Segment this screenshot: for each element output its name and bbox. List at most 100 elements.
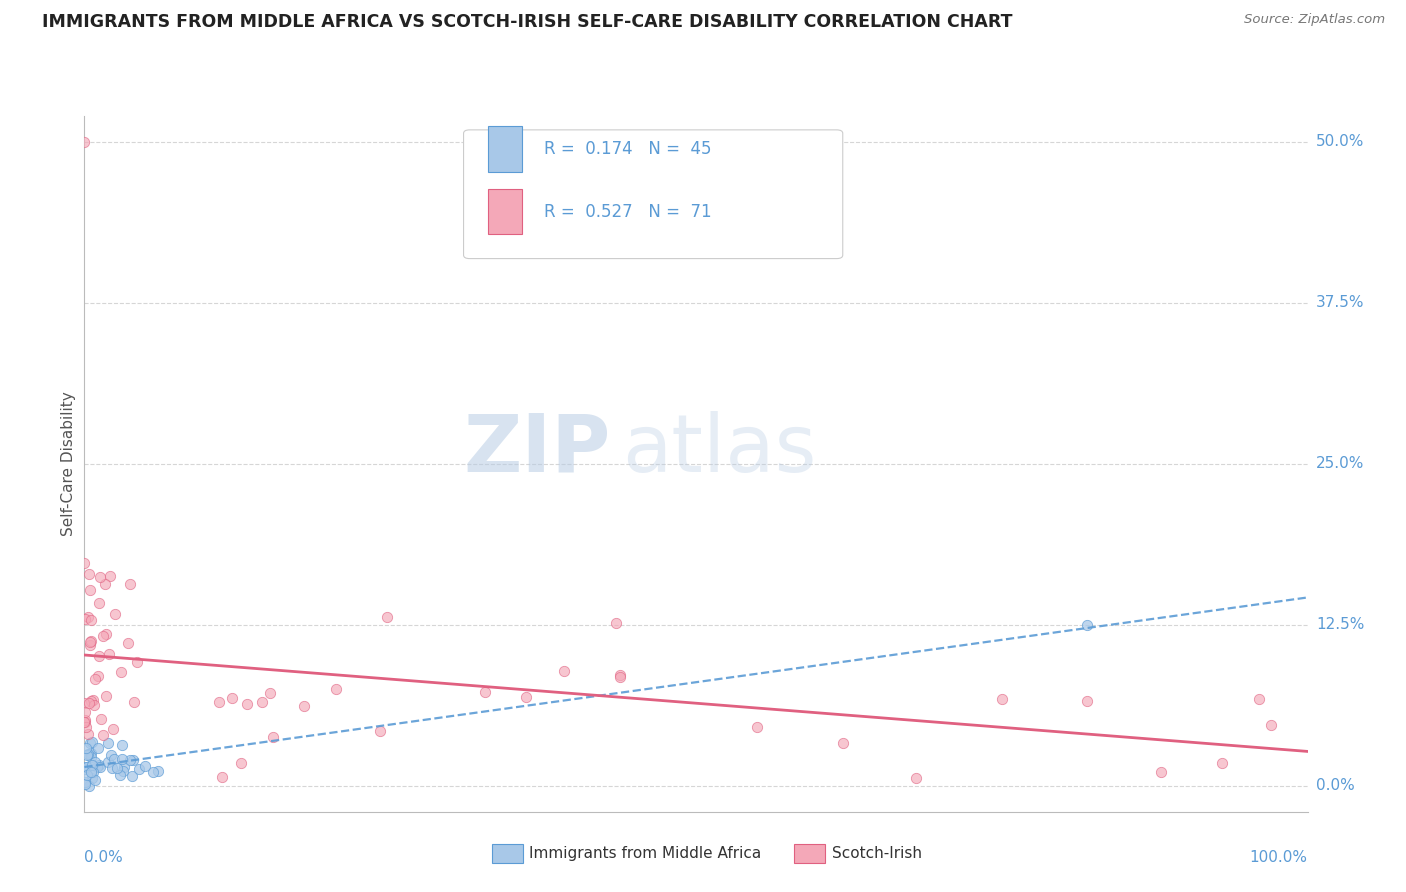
Point	[89, 570, 111, 584]
Point	[1260, 718, 1282, 732]
Point	[1076, 618, 1098, 632]
Point	[77, 696, 100, 710]
Point	[146, 764, 169, 779]
Point	[80, 757, 103, 772]
Text: Scotch-Irish: Scotch-Irish	[832, 847, 922, 861]
Text: 37.5%: 37.5%	[1316, 295, 1364, 310]
Point	[73, 135, 96, 149]
Point	[105, 761, 128, 775]
Point	[96, 689, 118, 703]
Point	[73, 556, 96, 570]
Point	[76, 760, 98, 774]
Point	[211, 770, 233, 784]
Text: Source: ZipAtlas.com: Source: ZipAtlas.com	[1244, 13, 1385, 27]
Point	[134, 759, 156, 773]
Point	[75, 705, 97, 719]
Text: atlas: atlas	[623, 411, 817, 489]
Point	[79, 635, 101, 649]
Point	[77, 727, 100, 741]
Text: 25.0%: 25.0%	[1316, 457, 1364, 471]
Point	[605, 616, 627, 631]
Point	[82, 693, 104, 707]
Point	[292, 698, 315, 713]
Point	[75, 720, 97, 734]
Point	[87, 741, 110, 756]
Point	[121, 753, 143, 767]
Point	[73, 713, 96, 727]
Point	[111, 738, 134, 752]
FancyBboxPatch shape	[488, 127, 522, 171]
Point	[91, 629, 114, 643]
Point	[76, 747, 98, 762]
Point	[108, 768, 131, 782]
Point	[73, 696, 96, 710]
Point	[79, 765, 101, 780]
Text: R =  0.174   N =  45: R = 0.174 N = 45	[544, 140, 711, 158]
Point	[82, 735, 104, 749]
Point	[1076, 693, 1098, 707]
Point	[80, 694, 103, 708]
Point	[553, 664, 575, 678]
Point	[79, 747, 101, 761]
Point	[118, 753, 141, 767]
Point	[73, 714, 96, 729]
Point	[121, 769, 143, 783]
Point	[375, 610, 398, 624]
Point	[80, 634, 103, 648]
Point	[368, 723, 391, 738]
Point	[120, 577, 142, 591]
Point	[104, 607, 127, 622]
Point	[905, 771, 928, 785]
Point	[93, 577, 115, 591]
Point	[325, 682, 347, 697]
Point	[79, 583, 101, 598]
Point	[96, 627, 118, 641]
Text: Immigrants from Middle Africa: Immigrants from Middle Africa	[529, 847, 761, 861]
Text: R =  0.527   N =  71: R = 0.527 N = 71	[544, 202, 711, 220]
Point	[831, 736, 853, 750]
Point	[90, 712, 112, 726]
Point	[76, 747, 98, 761]
Y-axis label: Self-Care Disability: Self-Care Disability	[60, 392, 76, 536]
Point	[112, 764, 135, 778]
Point	[250, 695, 273, 709]
Point	[75, 762, 97, 776]
Point	[110, 665, 132, 679]
Point	[111, 752, 134, 766]
Point	[221, 690, 243, 705]
Text: 50.0%: 50.0%	[1316, 134, 1364, 149]
Text: 0.0%: 0.0%	[1316, 779, 1354, 794]
Point	[87, 648, 110, 663]
Point	[97, 647, 120, 661]
Text: 12.5%: 12.5%	[1316, 617, 1364, 632]
Point	[80, 746, 103, 760]
Point	[229, 756, 252, 771]
Point	[79, 736, 101, 750]
Point	[75, 760, 97, 774]
Point	[515, 690, 537, 704]
FancyBboxPatch shape	[488, 189, 522, 235]
Point	[84, 772, 107, 787]
Point	[103, 752, 125, 766]
Point	[117, 636, 139, 650]
Point	[122, 695, 145, 709]
Point	[97, 736, 120, 750]
Point	[75, 714, 97, 729]
FancyBboxPatch shape	[464, 130, 842, 259]
Point	[609, 668, 631, 682]
Point	[83, 698, 105, 712]
Point	[128, 762, 150, 776]
Point	[73, 774, 96, 789]
Point	[142, 764, 165, 779]
Point	[98, 568, 121, 582]
Point	[75, 740, 97, 755]
Point	[97, 756, 120, 770]
Point	[73, 612, 96, 626]
Text: ZIP: ZIP	[463, 411, 610, 489]
Text: 100.0%: 100.0%	[1250, 850, 1308, 865]
Point	[101, 722, 124, 736]
Point	[127, 655, 149, 669]
Point	[474, 685, 496, 699]
Point	[76, 768, 98, 782]
Point	[89, 760, 111, 774]
